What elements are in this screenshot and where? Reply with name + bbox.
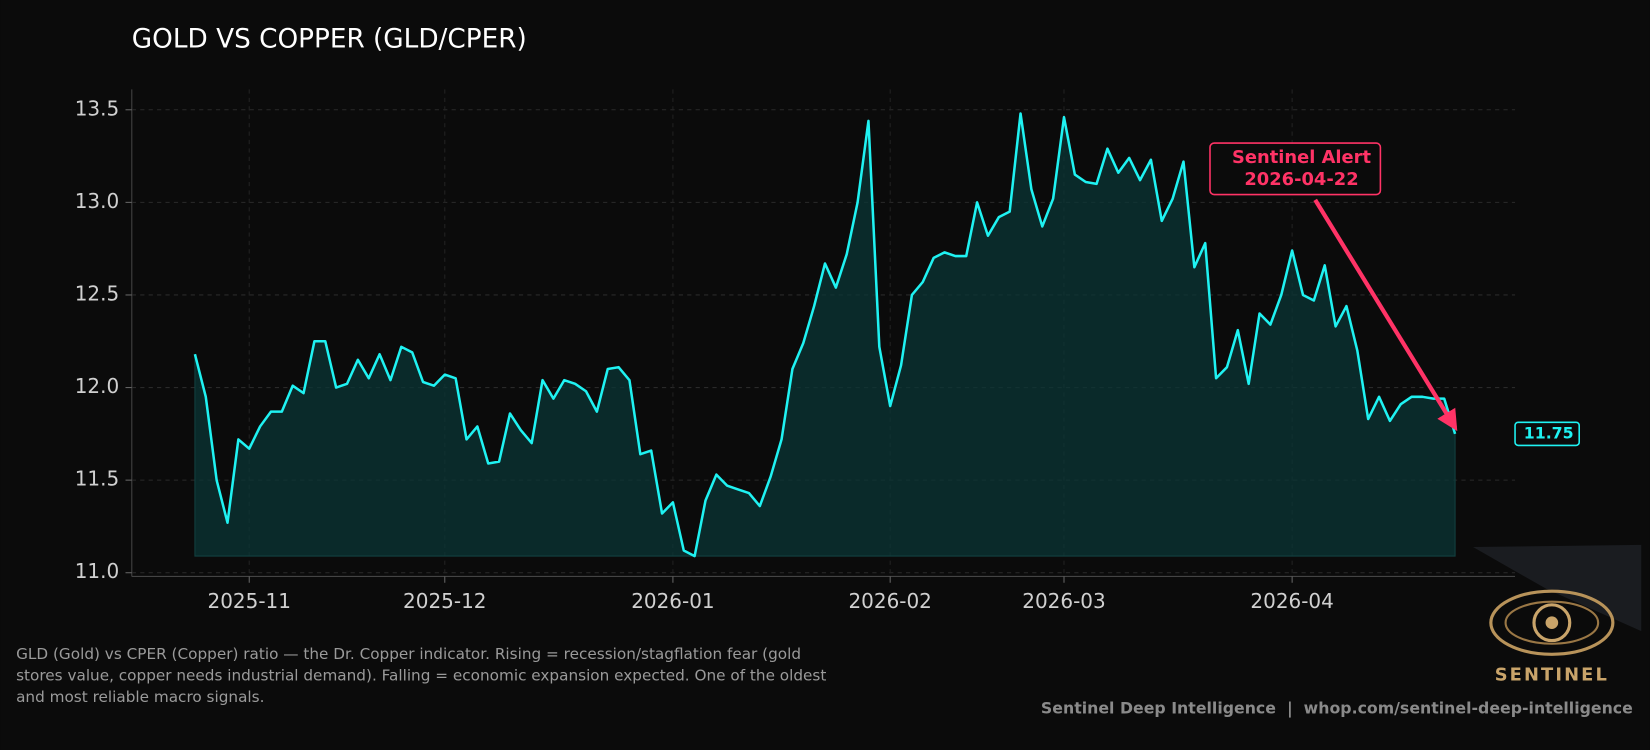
logo-pupil bbox=[1545, 616, 1559, 630]
x-tick-label: 2026-02 bbox=[848, 589, 931, 613]
logo-eye-inner bbox=[1504, 600, 1600, 645]
x-tick-label: 2026-04 bbox=[1250, 589, 1333, 613]
annotation-box bbox=[1209, 142, 1382, 196]
description-line: and most reliable macro signals. bbox=[16, 688, 264, 706]
footer: Sentinel Deep Intelligence | whop.com/se… bbox=[1041, 698, 1633, 718]
description-line: GLD (Gold) vs CPER (Copper) ratio — the … bbox=[16, 645, 801, 663]
last-value-label: 11.75 bbox=[1524, 423, 1574, 442]
y-tick-label: 12.5 bbox=[75, 281, 119, 305]
annotation-date: 2026-04-22 bbox=[1244, 169, 1358, 190]
logo-bg bbox=[1472, 544, 1642, 632]
x-tick-label: 2026-01 bbox=[631, 589, 714, 613]
y-tick-label: 11.5 bbox=[75, 467, 119, 491]
x-tick-label: 2025-11 bbox=[208, 589, 291, 613]
logo-iris bbox=[1532, 603, 1572, 643]
annotation-title: Sentinel Alert bbox=[1232, 147, 1371, 168]
y-tick-label: 11.0 bbox=[75, 559, 119, 583]
chart-title: GOLD VS COPPER (GLD/CPER) bbox=[132, 24, 527, 54]
description-line: stores value, copper needs industrial de… bbox=[16, 666, 826, 684]
x-tick-label: 2025-12 bbox=[403, 589, 486, 613]
logo-eye bbox=[1489, 589, 1615, 656]
y-tick-label: 13.0 bbox=[75, 189, 119, 213]
x-tick-label: 2026-03 bbox=[1022, 589, 1105, 613]
annotation-arrow bbox=[1313, 198, 1458, 432]
y-tick-label: 13.5 bbox=[75, 96, 119, 120]
last-value-box bbox=[1514, 421, 1580, 447]
logo: SENTINEL bbox=[1472, 544, 1642, 685]
line bbox=[193, 112, 1457, 558]
logo-text: SENTINEL bbox=[1495, 664, 1609, 685]
y-tick-label: 12.0 bbox=[75, 374, 119, 398]
